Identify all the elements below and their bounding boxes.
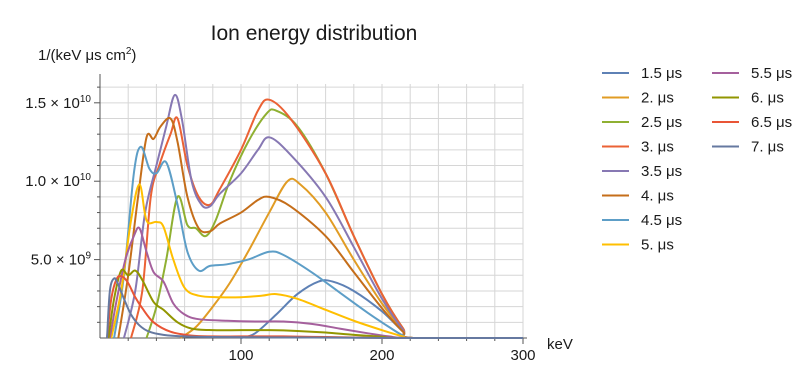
legend-label: 7. μs [751, 139, 784, 156]
legend-label: 5.5 μs [751, 65, 792, 82]
legend: 1.5 μs 2. μs 2.5 μs 3. μs 3.5 μs 4. μs 4.5 μs 5… [602, 65, 792, 254]
x-tick-label: 200 [369, 347, 394, 364]
y-axis-label: 1/(keV μs cm2) [38, 46, 136, 64]
y-tick-label: 1.0 × 1010 [25, 172, 91, 190]
tick-labels: 100 200 300 5.0 × 109 1.0 × 1010 1.5 × 1010 [25, 94, 535, 364]
series-line-4 [130, 98, 523, 339]
series-line-10 [107, 268, 523, 339]
legend-label: 1.5 μs [641, 65, 682, 82]
chart-title: Ion energy distribution [211, 22, 418, 45]
legend-label: 3. μs [641, 139, 674, 156]
series-line-5 [122, 93, 523, 339]
series-line-7 [113, 145, 523, 339]
grid-lines [100, 84, 524, 338]
x-tick-label: 300 [510, 347, 535, 364]
x-tick-label: 100 [228, 347, 253, 364]
y-tick-label: 1.5 × 1010 [25, 94, 91, 112]
legend-label: 4. μs [641, 188, 674, 205]
series-line-8 [110, 183, 523, 339]
series-line-9 [108, 226, 523, 339]
series-line-6 [117, 116, 523, 339]
series-layer [106, 93, 523, 339]
legend-label: 5. μs [641, 237, 674, 254]
series-line-12 [106, 277, 523, 339]
legend-label: 6. μs [751, 90, 784, 107]
legend-label: 2.5 μs [641, 114, 682, 131]
y-tick-label: 5.0 × 109 [31, 251, 92, 269]
x-axis-label: keV [547, 336, 573, 353]
legend-label: 3.5 μs [641, 163, 682, 180]
legend-label: 2. μs [641, 90, 674, 107]
legend-label: 6.5 μs [751, 114, 792, 131]
legend-label: 4.5 μs [641, 212, 682, 229]
